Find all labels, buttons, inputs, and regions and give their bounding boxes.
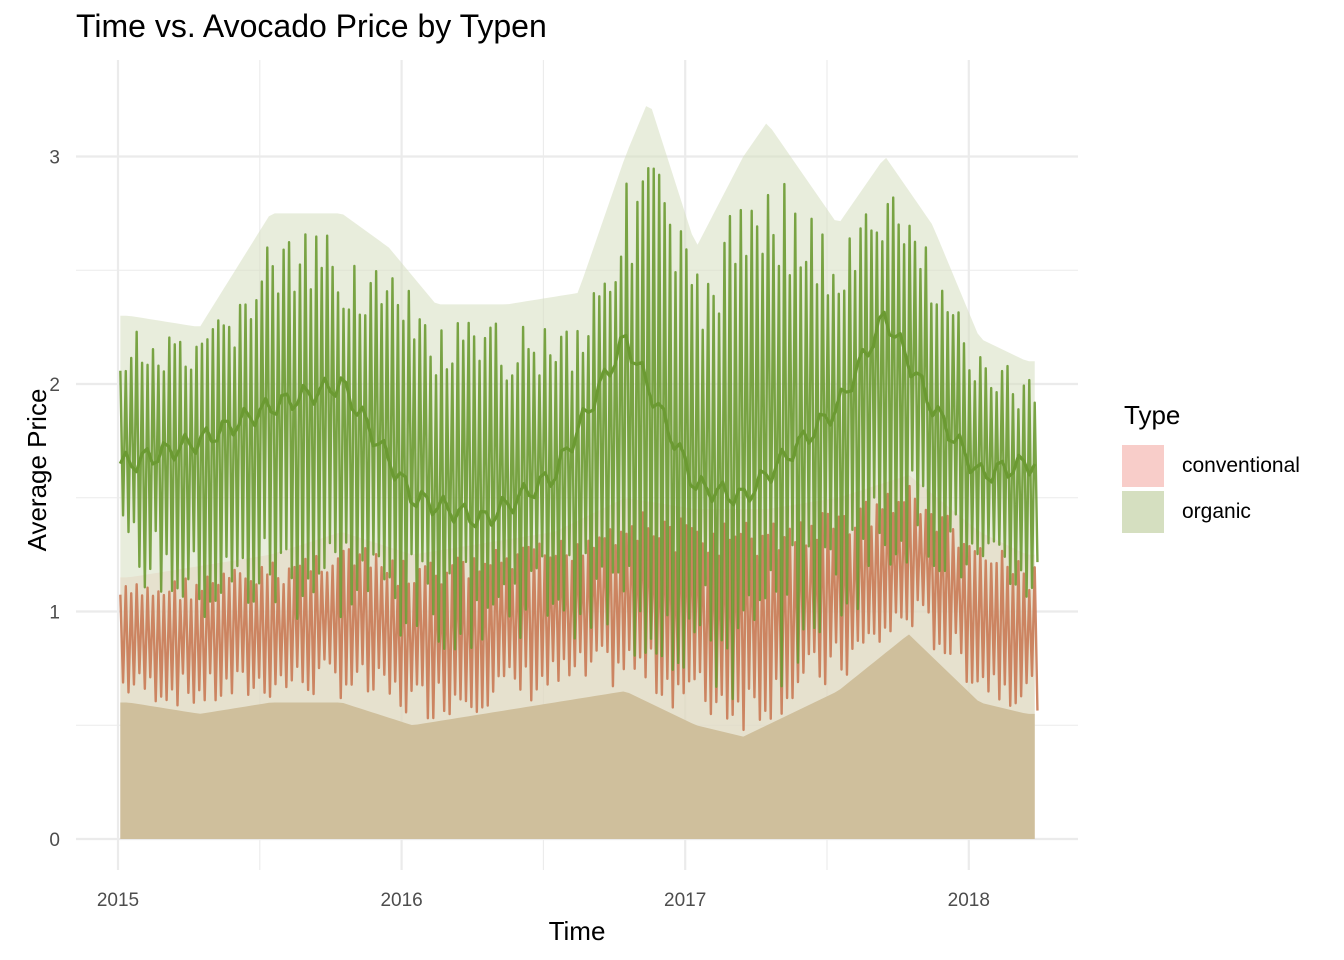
spikes-organic — [119, 167, 1039, 701]
legend-title: Type — [1124, 400, 1181, 430]
y-tick-label: 3 — [49, 148, 60, 169]
legend-key-conventional — [1122, 445, 1164, 487]
y-tick-label: 0 — [49, 830, 60, 851]
spikes-conventional — [119, 484, 1039, 732]
tick-labels: 2015 2016 2017 2018 0 1 2 3 — [49, 148, 990, 912]
y-axis-label: Average Price — [22, 389, 52, 552]
legend-item-conventional: conventional — [1122, 443, 1300, 489]
series-spikes — [118, 167, 1039, 732]
x-tick-label: 2017 — [664, 890, 706, 911]
legend-label-organic: organic — [1182, 500, 1251, 523]
area-overlap — [120, 634, 1035, 839]
y-tick-label: 2 — [49, 375, 60, 396]
legend-key-organic — [1122, 491, 1164, 533]
x-axis-label: Time — [549, 916, 606, 946]
legend-label-conventional: conventional — [1182, 454, 1300, 477]
legend: Type conventional organic — [1122, 400, 1300, 535]
chart-title: Time vs. Avocado Price by Typen — [76, 8, 547, 44]
x-tick-label: 2015 — [97, 890, 139, 911]
mean-line-organic — [118, 310, 1037, 529]
x-tick-label: 2016 — [380, 890, 422, 911]
x-tick-label: 2018 — [948, 890, 990, 911]
y-tick-label: 1 — [49, 603, 60, 624]
legend-item-organic: organic — [1122, 489, 1300, 535]
